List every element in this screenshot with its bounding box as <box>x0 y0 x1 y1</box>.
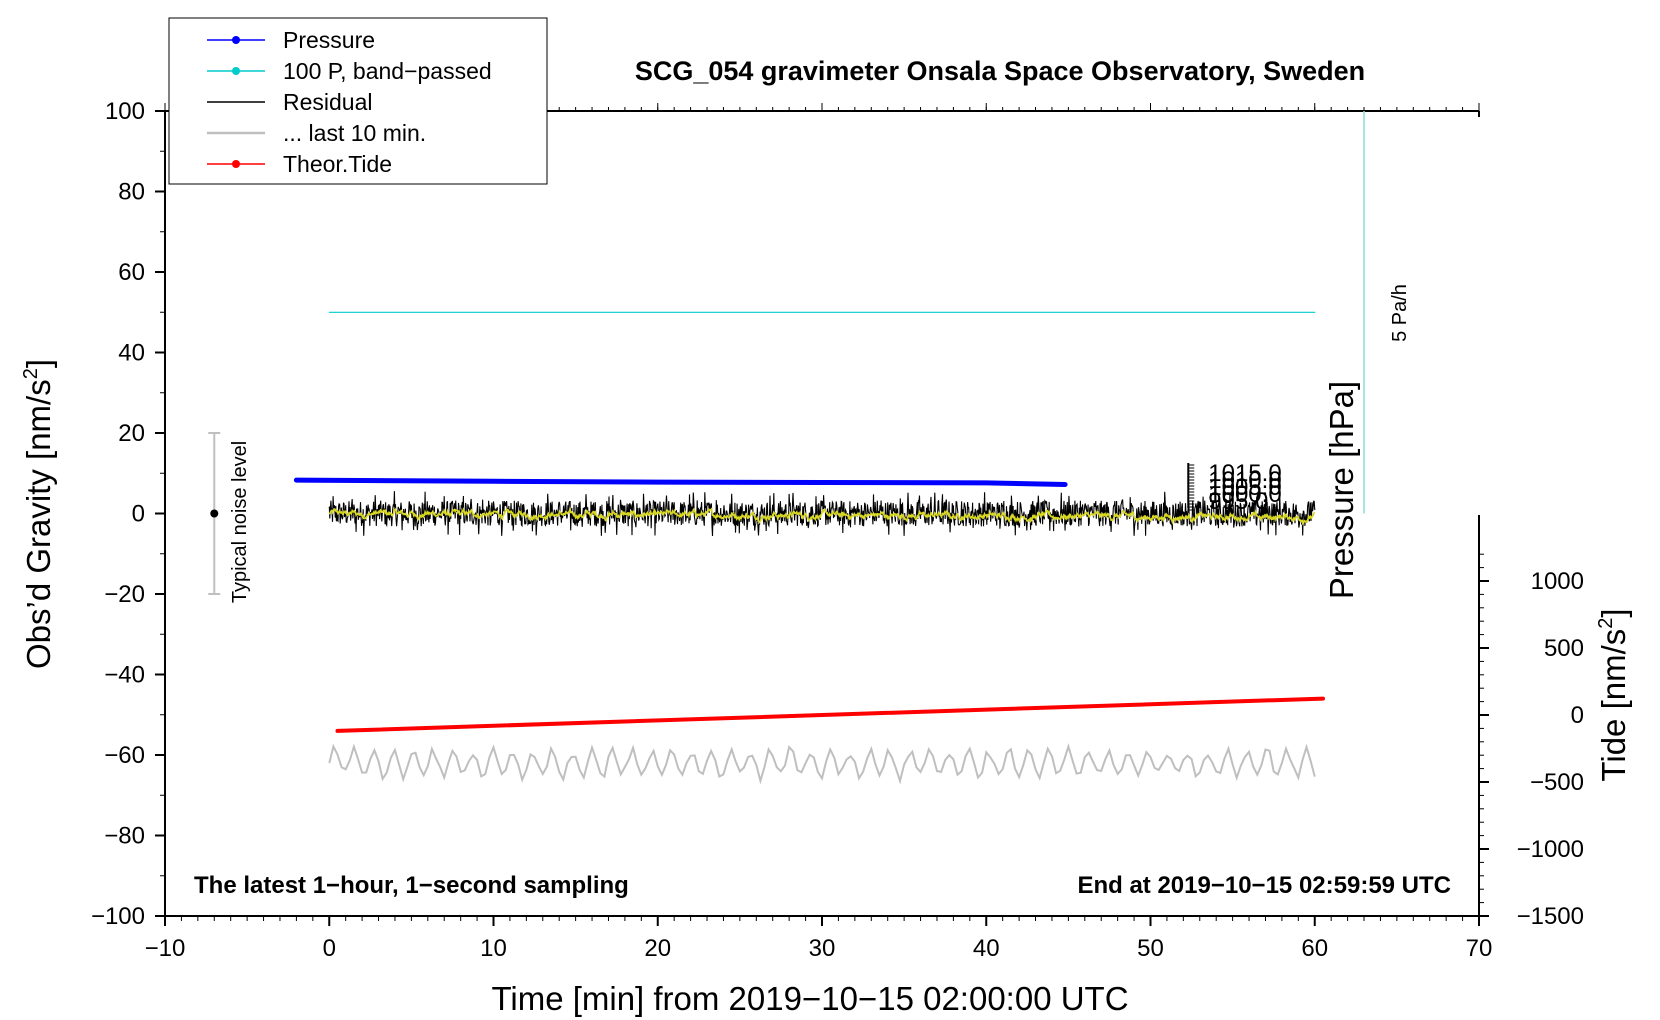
legend-label: 100 P, band−passed <box>283 58 492 84</box>
legend-label: ... last 10 min. <box>283 120 426 146</box>
y-tick-label: 40 <box>118 340 145 367</box>
chart-title: SCG_054 gravimeter Onsala Space Observat… <box>635 56 1365 86</box>
pressure-tick-label: 1010.0 <box>1208 467 1281 494</box>
x-tick-label: 20 <box>644 935 671 962</box>
residual-smoothed-line <box>328 506 1316 526</box>
residual-line <box>328 491 1316 537</box>
tide-tick-label: −500 <box>1530 769 1584 796</box>
pressure-line <box>293 477 1068 487</box>
legend-swatch-marker <box>232 67 240 75</box>
legend-box <box>168 17 548 185</box>
pressure-tick-label: 1005.0 <box>1208 474 1281 501</box>
y-tick-label: −20 <box>104 581 145 608</box>
tide-axis-label-sup: 2 <box>1595 618 1617 629</box>
theor-tide-line <box>335 696 1325 733</box>
y-axis-label-sup: 2 <box>20 368 42 379</box>
noise-label: Typical noise level <box>229 441 251 603</box>
footer-left: The latest 1−hour, 1−second sampling <box>194 872 629 899</box>
x-tick-label: 30 <box>809 935 836 962</box>
tick-marks: −10 0 10 20 30 40 50 60 70100806040200−20−40−60−… <box>91 98 1584 962</box>
noise-bar-dot <box>210 509 219 518</box>
series-layer <box>208 111 1365 785</box>
y-tick-label: 60 <box>118 259 145 286</box>
tide-tick-label: 1000 <box>1531 568 1584 595</box>
y-tick-label: −40 <box>104 662 145 689</box>
y-axis-label-end: ] <box>20 359 57 368</box>
legend-label: Theor.Tide <box>283 151 392 177</box>
y-axis-label: Obs’d Gravity [nm/s2] <box>20 359 57 669</box>
y-tick-label: −60 <box>104 742 145 769</box>
x-tick-label: 70 <box>1466 935 1493 962</box>
y-tick-label: 100 <box>105 98 145 125</box>
tide-axis-label-end: ] <box>1595 608 1632 617</box>
x-tick-label: 60 <box>1301 935 1328 962</box>
x-tick-label: 10 <box>480 935 507 962</box>
x-tick-label: 50 <box>1137 935 1164 962</box>
x-tick-label: −10 <box>145 935 186 962</box>
legend-label: Pressure <box>283 27 375 53</box>
pressure-tick-label: 1015.0 <box>1208 460 1281 487</box>
pressure-axis-label: Pressure [hPa] <box>1323 381 1360 599</box>
y-tick-label: 0 <box>132 501 145 528</box>
y-axis-label-main: Obs’d Gravity [nm/s <box>20 379 57 669</box>
tide-tick-label: 0 <box>1571 702 1584 729</box>
legend: Pressure 100 P, band−passed Residual ... la… <box>168 17 548 185</box>
last-10-min-line <box>328 743 1316 785</box>
y-tick-label: 20 <box>118 420 145 447</box>
tide-tick-label: 500 <box>1544 635 1584 662</box>
legend-swatch-marker <box>232 36 240 44</box>
y-tick-label: −80 <box>104 823 145 850</box>
x-axis-label: Time [min] from 2019−10−15 02:00:00 UTC <box>491 980 1128 1017</box>
y-tick-label: 80 <box>118 179 145 206</box>
tide-axis-label-main: Tide [nm/s <box>1595 629 1632 782</box>
tide-axis-label: Tide [nm/s2] <box>1595 608 1632 781</box>
rate-label: 5 Pa/h <box>1389 284 1411 342</box>
x-tick-label: 40 <box>973 935 1000 962</box>
tide-tick-label: −1000 <box>1517 836 1584 863</box>
tide-tick-label: −1500 <box>1517 903 1584 930</box>
x-tick-label: 0 <box>323 935 336 962</box>
y-tick-label: −100 <box>91 903 145 930</box>
legend-swatch-marker <box>232 160 240 168</box>
legend-label: Residual <box>283 89 373 115</box>
footer-right: End at 2019−10−15 02:59:59 UTC <box>1077 872 1451 899</box>
